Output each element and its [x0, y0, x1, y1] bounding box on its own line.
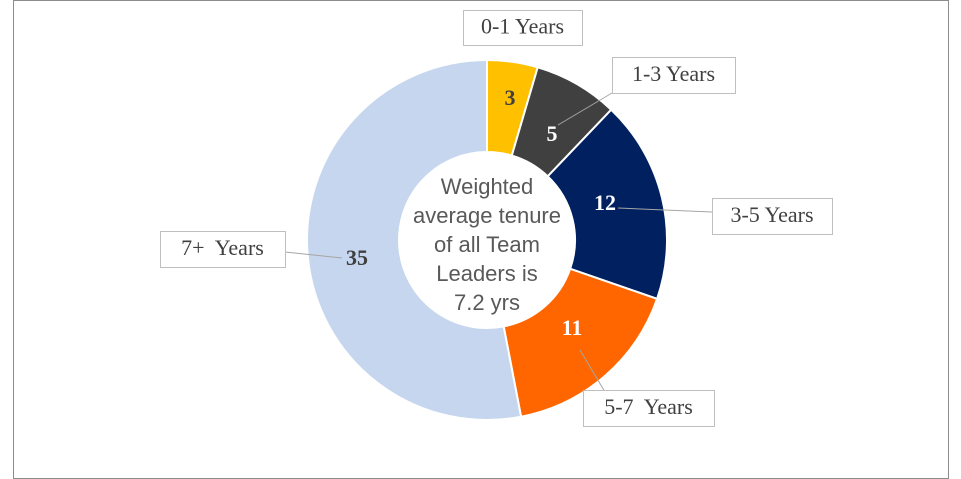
- leader-line: [617, 207, 713, 213]
- center-text: of all Team: [434, 232, 540, 257]
- category-label: 3-5 Years: [730, 202, 813, 227]
- category-label-box: [160, 231, 286, 268]
- doughnut-segment: [306, 58, 523, 421]
- category-label: 7+ Years: [181, 235, 264, 260]
- leader-line: [557, 92, 613, 126]
- center-text: Weighted: [441, 174, 534, 199]
- leader-line: [284, 251, 343, 259]
- category-label-box: [612, 57, 736, 94]
- data-label: 11: [562, 315, 583, 340]
- center-text: 7.2 yrs: [454, 290, 520, 315]
- leader-line: [579, 349, 606, 393]
- center-text: average tenure: [413, 203, 561, 228]
- category-label-box: [463, 10, 583, 46]
- doughnut-segment: [546, 108, 668, 301]
- category-label: 5-7 Years: [604, 394, 693, 419]
- doughnut-segment: [502, 267, 659, 418]
- data-label: 3: [505, 85, 516, 110]
- category-label-box: [712, 198, 833, 235]
- category-label: 1-3 Years: [632, 61, 715, 86]
- data-label: 5: [547, 121, 558, 146]
- data-label: 12: [594, 190, 616, 215]
- center-text: Leaders is: [436, 261, 538, 286]
- data-label: 35: [346, 245, 368, 270]
- category-label-box: [583, 390, 715, 427]
- category-label: 0-1 Years: [481, 14, 564, 39]
